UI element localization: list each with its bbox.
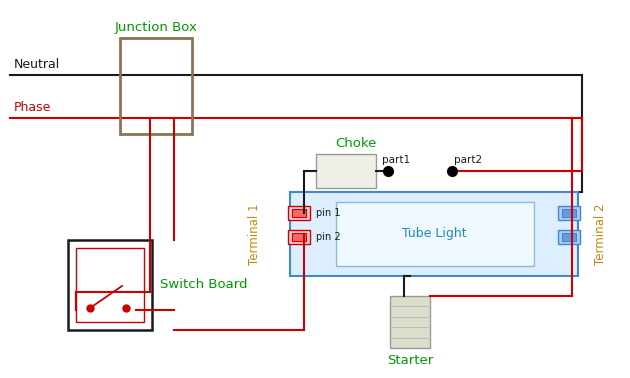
- Text: pin 2: pin 2: [316, 232, 341, 242]
- Bar: [558, 230, 580, 244]
- Bar: [336, 202, 534, 266]
- Bar: [120, 38, 192, 134]
- Bar: [292, 209, 306, 217]
- Bar: [558, 206, 580, 220]
- Bar: [292, 233, 306, 241]
- Bar: [288, 230, 310, 244]
- Bar: [76, 248, 144, 322]
- Bar: [562, 209, 576, 217]
- Text: Tube Light: Tube Light: [402, 228, 466, 240]
- Text: Junction Box: Junction Box: [115, 21, 197, 34]
- Text: pin 1: pin 1: [316, 208, 340, 218]
- Bar: [68, 240, 152, 330]
- Text: Starter: Starter: [387, 354, 433, 367]
- Bar: [562, 233, 576, 241]
- Text: Terminal 2: Terminal 2: [593, 203, 607, 265]
- Text: Switch Board: Switch Board: [160, 279, 248, 291]
- Text: Phase: Phase: [14, 101, 52, 114]
- Text: part2: part2: [454, 155, 482, 165]
- Text: Choke: Choke: [335, 137, 377, 150]
- Text: Neutral: Neutral: [14, 58, 60, 71]
- Text: part1: part1: [382, 155, 410, 165]
- Bar: [290, 192, 578, 276]
- Bar: [390, 296, 430, 348]
- Text: Terminal 1: Terminal 1: [248, 203, 260, 265]
- Bar: [316, 154, 376, 188]
- Bar: [288, 206, 310, 220]
